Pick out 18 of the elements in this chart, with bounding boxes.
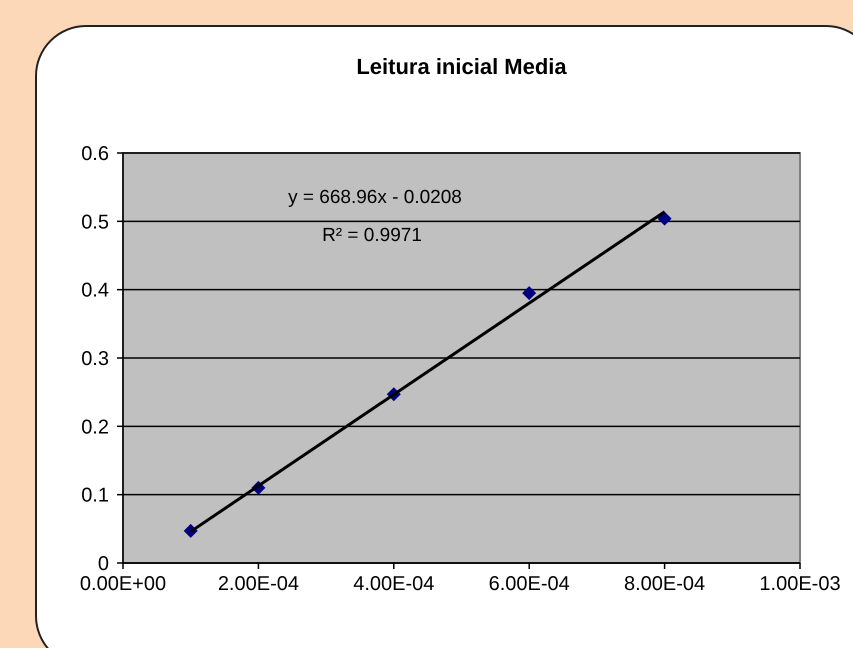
y-tick-label: 0.6 bbox=[81, 143, 109, 165]
point bbox=[522, 286, 536, 300]
x-tick-label: 0.00E+00 bbox=[80, 573, 166, 595]
y-tick-label: 0.1 bbox=[81, 484, 109, 507]
annotation: R² = 0.9971 bbox=[322, 225, 422, 246]
point bbox=[658, 212, 672, 226]
y-tick-label: 0.5 bbox=[81, 211, 109, 234]
y-tick-label: 0.2 bbox=[81, 416, 109, 438]
x-tick-label: 1.00E-03 bbox=[759, 573, 841, 595]
x-tick-label: 8.00E-04 bbox=[624, 573, 706, 595]
x-tick-label: 6.00E-04 bbox=[488, 573, 570, 595]
chart-title: Leitura inicial Media bbox=[356, 54, 568, 79]
x-tick-label: 4.00E-04 bbox=[353, 573, 434, 595]
y-tick-label: 0 bbox=[98, 553, 109, 575]
x-tick-label: 2.00E-04 bbox=[218, 573, 299, 595]
y-tick-label: 0.3 bbox=[81, 348, 109, 370]
annotation: y = 668.96x - 0.0208 bbox=[288, 187, 462, 208]
y-tick-label: 0.4 bbox=[81, 280, 109, 302]
